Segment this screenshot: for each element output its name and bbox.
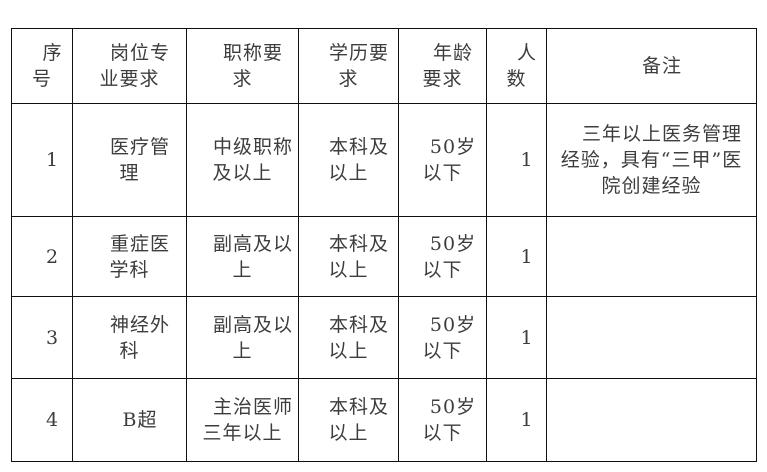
header-cell-headcount: 人 数	[486, 28, 547, 104]
cell-text: 2	[45, 245, 60, 268]
cell-text: 副高及以	[212, 232, 293, 255]
cell-index: 4	[11, 378, 73, 462]
cell-text: 50岁	[429, 313, 477, 336]
cell-position: 重症医 学科	[72, 216, 187, 297]
header-cell-index: 序 号	[11, 28, 73, 104]
table-row: 4 B超 主治医师 三年以上 本科及 以上 50岁 以下 1	[11, 378, 757, 462]
cell-text: 经验，具有“三甲”医	[560, 149, 743, 171]
cell-age-requirement: 50岁 以下	[398, 103, 487, 217]
cell-text: 3	[45, 326, 60, 349]
cell-headcount: 1	[486, 296, 547, 379]
header-text: 职称要	[222, 42, 283, 64]
cell-text: 重症医	[109, 232, 170, 255]
cell-text: 4	[45, 409, 60, 431]
header-text: 业要求	[99, 68, 160, 90]
header-text: 求	[338, 68, 359, 90]
cell-text: 以上	[328, 339, 369, 362]
header-cell-remark: 备注	[546, 28, 757, 104]
cell-text: 理	[119, 162, 140, 184]
cell-text: 1	[520, 149, 534, 171]
cell-index: 3	[11, 296, 73, 379]
cell-headcount: 1	[486, 103, 547, 217]
cell-text: 以下	[422, 422, 463, 444]
cell-text: 1	[520, 326, 534, 349]
header-text: 数	[506, 68, 527, 90]
cell-title-requirement: 副高及以 上	[186, 216, 299, 297]
cell-text: 科	[119, 339, 140, 362]
header-text: 序	[42, 42, 63, 64]
cell-title-requirement: 副高及以 上	[186, 296, 299, 379]
header-row: 序 号 岗位专 业要求 职称要 求 学历要 求 年龄 要求 人 数	[11, 28, 757, 104]
cell-text: 及以上	[212, 162, 273, 184]
cell-text: 本科及	[328, 136, 389, 158]
cell-age-requirement: 50岁 以下	[398, 378, 487, 462]
cell-text: 50岁	[429, 232, 477, 255]
table-row: 2 重症医 学科 副高及以 上 本科及 以上 50岁 以下 1	[11, 216, 757, 297]
cell-index: 1	[11, 103, 73, 217]
cell-text: 学科	[109, 258, 150, 281]
header-text: 学历要	[328, 42, 389, 64]
cell-position: 神经外 科	[72, 296, 187, 379]
cell-text: 中级职称	[212, 136, 293, 158]
cell-remark: 三年以上医务管理 经验，具有“三甲”医 院创建经验	[546, 103, 757, 217]
cell-position: 医疗管 理	[72, 103, 187, 217]
header-text: 号	[31, 68, 52, 90]
cell-text: 主治医师	[212, 396, 293, 418]
cell-headcount: 1	[486, 378, 547, 462]
header-text: 人	[516, 42, 537, 64]
cell-text: 本科及	[328, 313, 389, 336]
header-cell-position: 岗位专 业要求	[72, 28, 187, 104]
cell-position: B超	[72, 378, 187, 462]
cell-text: 1	[520, 245, 534, 268]
cell-text: 50岁	[429, 136, 477, 158]
cell-text: 以上	[328, 422, 369, 444]
cell-remark	[546, 216, 757, 297]
cell-age-requirement: 50岁 以下	[398, 296, 487, 379]
cell-title-requirement: 主治医师 三年以上	[186, 378, 299, 462]
cell-text: 1	[45, 149, 60, 171]
cell-text: 1	[520, 409, 534, 431]
cell-education-requirement: 本科及 以上	[298, 103, 399, 217]
header-cell-age-requirement: 年龄 要求	[398, 28, 487, 104]
cell-text: 以下	[422, 162, 463, 184]
cell-education-requirement: 本科及 以上	[298, 216, 399, 297]
cell-text: 院创建经验	[601, 175, 702, 197]
header-text: 求	[232, 68, 253, 90]
cell-text: 三年以上医务管理	[581, 123, 742, 145]
cell-text: 以上	[328, 162, 369, 184]
cell-text: 三年以上	[202, 422, 283, 444]
cell-remark	[546, 296, 757, 379]
cell-text: 上	[232, 339, 253, 362]
recruitment-positions-table: 序 号 岗位专 业要求 职称要 求 学历要 求 年龄 要求 人 数	[11, 28, 757, 462]
cell-age-requirement: 50岁 以下	[398, 216, 487, 297]
cell-headcount: 1	[486, 216, 547, 297]
cell-education-requirement: 本科及 以上	[298, 296, 399, 379]
table-row: 1 医疗管 理 中级职称 及以上 本科及 以上 50岁 以下 1 三年以	[11, 103, 757, 217]
cell-text: 上	[232, 258, 253, 281]
cell-text: 医疗管	[109, 136, 170, 158]
cell-text: 以下	[422, 258, 463, 281]
cell-text: 本科及	[328, 396, 389, 418]
header-text: 岗位专	[109, 42, 170, 64]
cell-text: 神经外	[109, 313, 170, 336]
header-cell-education-requirement: 学历要 求	[298, 28, 399, 104]
header-text: 备注	[641, 55, 682, 77]
header-text: 年龄	[432, 42, 473, 64]
cell-text: 以上	[328, 258, 369, 281]
table-row: 3 神经外 科 副高及以 上 本科及 以上 50岁 以下 1	[11, 296, 757, 379]
cell-text: 50岁	[429, 396, 477, 418]
cell-title-requirement: 中级职称 及以上	[186, 103, 299, 217]
cell-text: 以下	[422, 339, 463, 362]
cell-text: 本科及	[328, 232, 389, 255]
cell-education-requirement: 本科及 以上	[298, 378, 399, 462]
cell-remark	[546, 378, 757, 462]
cell-text: 副高及以	[212, 313, 293, 336]
header-cell-title-requirement: 职称要 求	[186, 28, 299, 104]
cell-text: B超	[122, 409, 158, 431]
cell-index: 2	[11, 216, 73, 297]
header-text: 要求	[422, 68, 463, 90]
